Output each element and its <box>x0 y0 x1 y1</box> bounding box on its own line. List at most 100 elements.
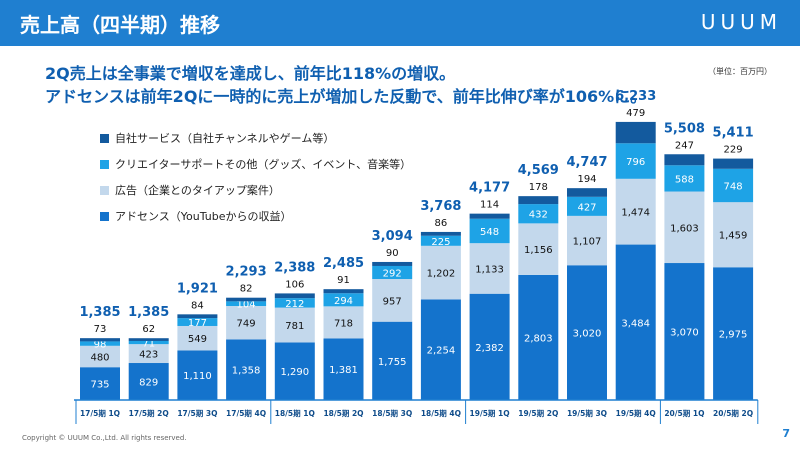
data-label: 91 <box>337 275 350 286</box>
bar-segment <box>372 265 413 280</box>
bar-segment <box>274 342 315 400</box>
bar-segment <box>615 178 656 245</box>
data-label: 1,603 <box>670 223 699 234</box>
total-label: 1,921 <box>177 281 218 296</box>
data-label: 104 <box>237 300 256 311</box>
bar-segment <box>226 297 267 302</box>
category-label: 17/5期 1Q <box>80 408 120 418</box>
category-label: 20/5期 1Q <box>664 408 704 418</box>
bar-segment <box>372 279 413 322</box>
bar-segment <box>226 305 267 340</box>
bar-segment <box>372 261 413 266</box>
legend-item-adsense: アドセンス（YouTubeからの収益） <box>100 203 411 229</box>
bar-segment <box>80 345 120 368</box>
category-label: 18/5期 2Q <box>323 408 363 418</box>
bar-segment <box>177 318 218 326</box>
data-label: 748 <box>724 181 743 192</box>
bar-segment <box>128 363 169 400</box>
bar-segment <box>226 339 267 400</box>
category-label: 17/5期 4Q <box>226 408 266 418</box>
page-number: 7 <box>782 427 790 440</box>
data-label: 1,202 <box>427 269 456 280</box>
total-label: 6,233 <box>615 89 656 104</box>
data-label: 480 <box>90 353 109 364</box>
bar-segment <box>615 121 656 144</box>
bar-segment <box>80 367 120 400</box>
header-bar: 売上高（四半期）推移 UUUM <box>0 0 800 46</box>
bar-segment <box>128 344 169 364</box>
total-label: 2,388 <box>274 260 315 275</box>
total-label: 3,094 <box>372 229 413 244</box>
company-logo: UUUM <box>700 10 782 34</box>
data-label: 479 <box>626 108 645 119</box>
bar-segment <box>518 204 559 224</box>
bar-segment <box>274 298 315 308</box>
bar-segment <box>469 218 510 244</box>
category-label: 17/5期 3Q <box>177 408 217 418</box>
data-label: 247 <box>675 140 694 151</box>
data-label: 71 <box>142 339 155 350</box>
data-label: 588 <box>675 174 694 185</box>
bar-segment <box>128 340 169 345</box>
bar-segment <box>615 143 656 179</box>
total-label: 2,293 <box>226 265 267 280</box>
data-label: 292 <box>383 268 402 279</box>
data-label: 1,133 <box>475 264 504 275</box>
category-label: 19/5期 1Q <box>470 408 510 418</box>
data-label: 225 <box>431 237 450 248</box>
bar-segment <box>226 301 267 306</box>
bar-segment <box>567 188 607 197</box>
bar-segment <box>713 158 754 169</box>
bar-segment <box>664 263 705 400</box>
data-label: 1,459 <box>719 231 748 242</box>
legend-item-creator-support: クリエイターサポートその他（グッズ、イベント、音楽等） <box>100 151 411 177</box>
data-label: 3,020 <box>573 329 602 340</box>
data-label: 829 <box>139 378 158 389</box>
data-label: 86 <box>435 218 448 229</box>
bar-segment <box>80 341 120 346</box>
category-label: 19/5期 4Q <box>616 408 656 418</box>
category-label: 20/5期 2Q <box>713 408 753 418</box>
bar-segment <box>323 306 364 339</box>
category-label: 18/5期 4Q <box>421 408 461 418</box>
chart-legend: 自社サービス（自社チャンネルやゲーム等） クリエイターサポートその他（グッズ、イ… <box>100 125 411 229</box>
bar-segment <box>323 289 364 294</box>
data-label: 1,110 <box>183 371 212 382</box>
data-label: 84 <box>191 300 204 311</box>
data-label: 1,358 <box>232 366 261 377</box>
bar-segment <box>128 338 169 341</box>
data-label: 1,156 <box>524 245 553 256</box>
data-label: 294 <box>334 296 353 307</box>
total-label: 1,385 <box>128 305 169 320</box>
data-label: 735 <box>90 380 109 391</box>
total-label: 4,177 <box>469 181 510 196</box>
data-label: 796 <box>626 157 645 168</box>
bar-segment <box>420 299 461 400</box>
data-label: 229 <box>724 145 743 156</box>
data-label: 2,803 <box>524 333 553 344</box>
legend-label-own-services: 自社サービス（自社チャンネルやゲーム等） <box>115 132 335 145</box>
data-label: 178 <box>529 182 548 193</box>
bar-segment <box>420 235 461 246</box>
data-label: 2,254 <box>427 346 456 357</box>
legend-item-own-services: 自社サービス（自社チャンネルやゲーム等） <box>100 125 411 151</box>
bar-segment <box>518 223 559 275</box>
data-label: 2,975 <box>719 330 748 341</box>
data-label: 1,474 <box>621 208 650 219</box>
data-label: 1,290 <box>280 367 309 378</box>
data-label: 432 <box>529 210 548 221</box>
legend-label-advertising: 広告（企業とのタイアップ案件） <box>115 184 280 197</box>
bar-segment <box>664 165 705 192</box>
bar-segment <box>323 338 364 400</box>
bar-segment <box>177 350 218 400</box>
bar-segment <box>469 213 510 219</box>
page-title: 売上高（四半期）推移 <box>20 13 220 37</box>
legend-item-advertising: 広告（企業とのタイアップ案件） <box>100 177 411 203</box>
total-label: 2,485 <box>323 256 364 271</box>
bar-segment <box>177 314 218 319</box>
total-label: 4,747 <box>566 155 607 170</box>
total-label: 3,768 <box>420 199 461 214</box>
category-label: 17/5期 2Q <box>129 408 169 418</box>
data-label: 427 <box>577 202 596 213</box>
